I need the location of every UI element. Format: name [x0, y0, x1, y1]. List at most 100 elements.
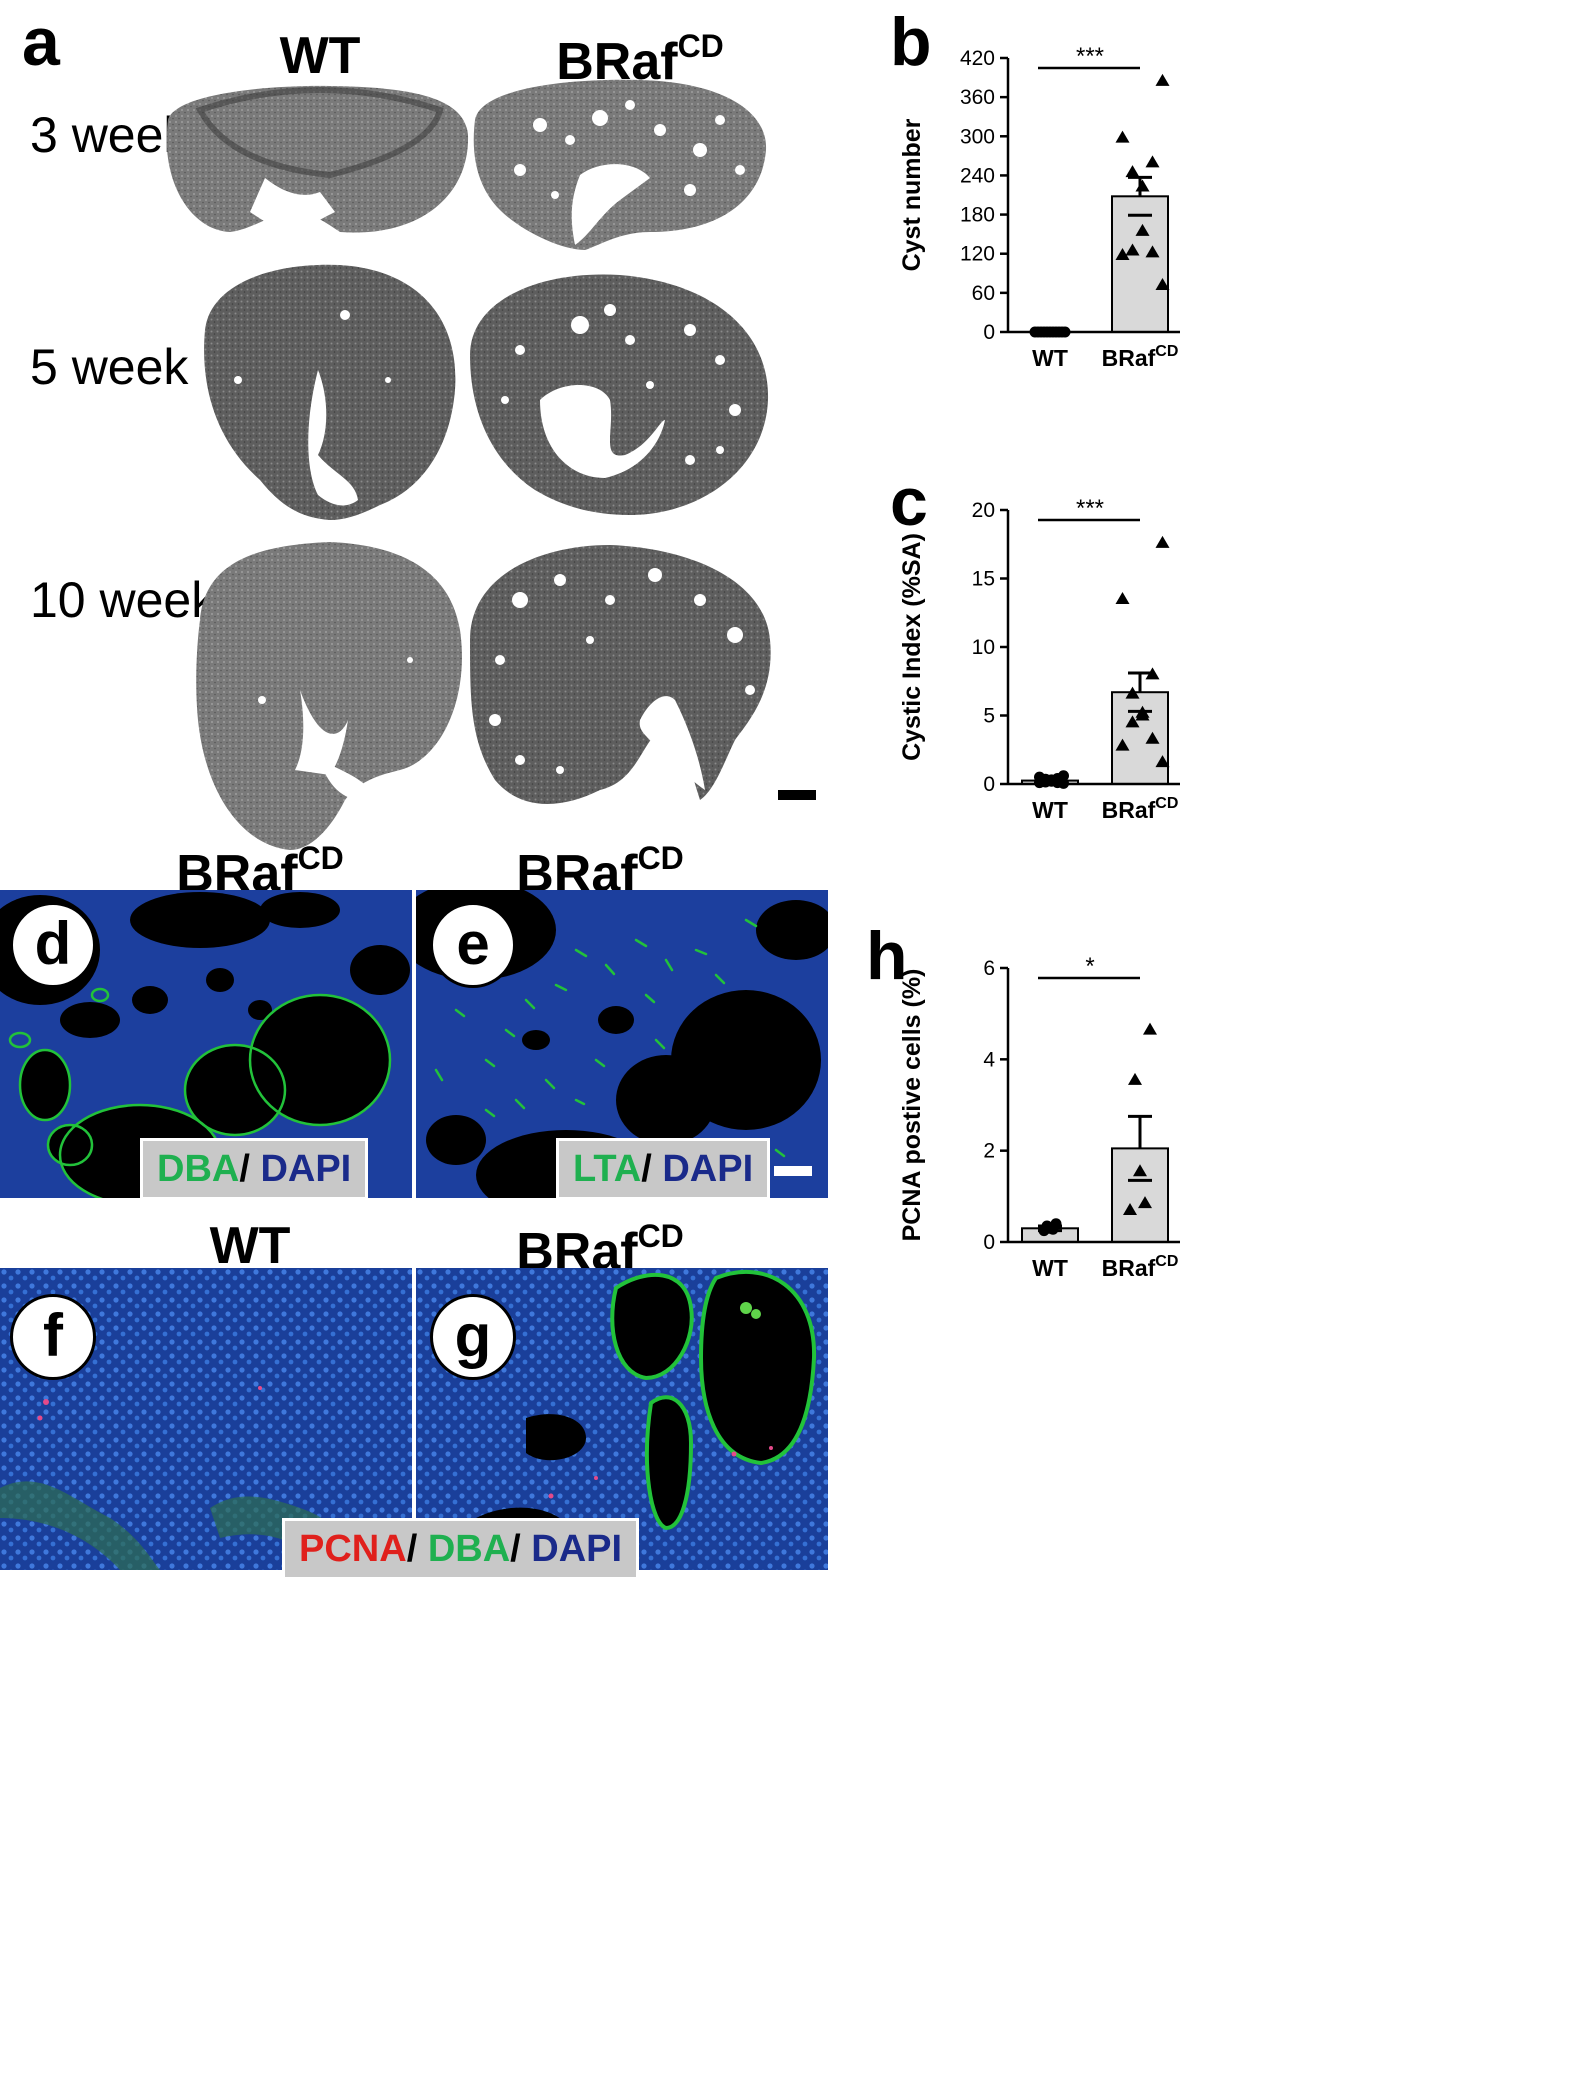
y-tick-label: 2: [983, 1140, 995, 1163]
y-tick-label: 0: [983, 321, 995, 344]
x-tick-label: BRafCD: [1102, 795, 1179, 823]
data-point-wt: [1047, 1223, 1059, 1235]
chart-h: PCNA postive cells (%) 0 2 4 6 WT BRafCD *: [898, 953, 1180, 1281]
column-title-braf: BRafCD: [530, 30, 750, 88]
kidney-10wk-braf: [470, 545, 771, 804]
y-tick-label: 6: [983, 957, 995, 980]
stain-d-sep: /: [239, 1148, 261, 1190]
stain-fg-sep2: /: [510, 1528, 532, 1570]
kidney-sections: [166, 79, 816, 850]
y-tick-label: 180: [960, 204, 995, 227]
data-point-braf: [1155, 73, 1170, 86]
title-f: WT: [150, 1220, 350, 1272]
y-tick-label: 300: [960, 125, 995, 148]
data-point-braf: [1145, 667, 1160, 680]
stain-d-dapi: DAPI: [260, 1148, 352, 1190]
data-point-braf: [1155, 755, 1170, 768]
stain-fg-dba: DBA: [427, 1528, 511, 1570]
panel-label-g: g: [430, 1294, 516, 1380]
y-tick-label: 420: [960, 47, 995, 70]
scale-bar-a: [778, 790, 816, 800]
y-tick-label: 10: [972, 636, 995, 659]
stain-legend-d: DBA/ DAPI: [140, 1138, 369, 1200]
data-point-braf: [1135, 179, 1150, 192]
data-point-braf: [1145, 245, 1160, 258]
row-label-3-week: 3 week: [30, 107, 189, 163]
stain-e-sep: /: [641, 1148, 663, 1190]
data-point-braf: [1135, 223, 1150, 236]
y-tick-label: 4: [983, 1048, 995, 1071]
significance-stars: *: [1085, 953, 1094, 980]
column-title-wt-text: WT: [279, 27, 361, 85]
x-tick-label: BRafCD: [1102, 343, 1179, 371]
data-point-wt: [1034, 777, 1045, 789]
data-point-braf: [1128, 1072, 1142, 1085]
stain-fg-dapi: DAPI: [531, 1528, 623, 1570]
x-tick-label-sup: CD: [1155, 1253, 1178, 1270]
stain-e-lta: LTA: [573, 1148, 642, 1190]
data-point-braf: [1125, 165, 1140, 178]
chart-c: Cystic Index (%SA) 0 5 10 15 20 WT BRafCD ***: [898, 495, 1180, 823]
kidney-10wk-wt: [196, 542, 462, 850]
scale-bar-e: [774, 1166, 812, 1176]
y-tick-label: 15: [972, 568, 995, 591]
y-tick-label: 5: [983, 705, 995, 728]
x-tick-label: BRafCD: [1102, 1253, 1179, 1281]
panel-label-h: h: [866, 918, 908, 994]
y-axis-label: Cyst number: [898, 118, 926, 271]
significance-stars: ***: [1076, 495, 1104, 522]
title-g-sup: CD: [637, 1218, 684, 1254]
kidney-5wk-wt: [204, 264, 456, 520]
data-point-braf: [1123, 1203, 1137, 1216]
panel-label-d: d: [10, 902, 96, 988]
panel-label-c: c: [890, 464, 928, 540]
stain-legend-e: LTA/ DAPI: [556, 1138, 771, 1200]
y-axis-label: PCNA postive cells (%): [898, 969, 926, 1242]
data-point-braf: [1133, 1164, 1147, 1177]
x-tick-label: WT: [1032, 1255, 1068, 1281]
row-label-10-week: 10 week: [30, 572, 217, 628]
data-point-braf: [1143, 1022, 1157, 1035]
data-point-braf: [1115, 592, 1130, 605]
stain-d-dba: DBA: [157, 1148, 240, 1190]
panel-label-a: a: [22, 4, 60, 80]
column-title-braf-sup: CD: [677, 28, 724, 64]
data-point-braf: [1138, 1196, 1152, 1209]
data-point-braf: [1125, 686, 1140, 699]
y-tick-label: 240: [960, 164, 995, 187]
bar-1: [1111, 195, 1169, 333]
data-point-braf: [1125, 715, 1140, 728]
y-tick-label: 20: [972, 499, 995, 522]
data-point-braf: [1115, 248, 1130, 261]
row-label-5-week: 5 week: [30, 339, 189, 395]
data-point-braf: [1135, 708, 1150, 721]
data-point-wt: [1038, 1225, 1050, 1237]
x-tick-label-sup: CD: [1155, 343, 1178, 360]
y-tick-label: 0: [983, 773, 995, 796]
kidney-3wk-braf: [473, 79, 767, 250]
stain-e-dapi: DAPI: [662, 1148, 754, 1190]
data-point-braf: [1145, 155, 1160, 168]
data-point-braf: [1115, 130, 1130, 143]
stain-fg-sep1: /: [406, 1528, 428, 1570]
y-tick-label: 360: [960, 86, 995, 109]
stain-fg-pcna: PCNA: [299, 1528, 407, 1570]
y-tick-label: 120: [960, 243, 995, 266]
title-f-text: WT: [209, 1217, 291, 1275]
bar-1: [1111, 691, 1169, 786]
y-axis-label: Cystic Index (%SA): [898, 533, 926, 761]
kidney-3wk-wt: [166, 85, 469, 245]
title-e-sup: CD: [637, 840, 684, 876]
x-tick-label: WT: [1032, 797, 1068, 823]
kidney-5wk-braf: [470, 274, 769, 515]
column-title-braf-text: BRaf: [556, 33, 678, 91]
panel-label-e: e: [430, 902, 516, 988]
panel-label-f: f: [10, 1294, 96, 1380]
y-tick-label: 0: [983, 1231, 995, 1254]
data-point-braf: [1145, 731, 1160, 744]
panel-label-b: b: [890, 4, 932, 80]
data-point-braf: [1155, 535, 1170, 548]
data-point-braf: [1125, 243, 1140, 256]
title-d-sup: CD: [297, 840, 344, 876]
data-point-braf: [1155, 278, 1170, 291]
